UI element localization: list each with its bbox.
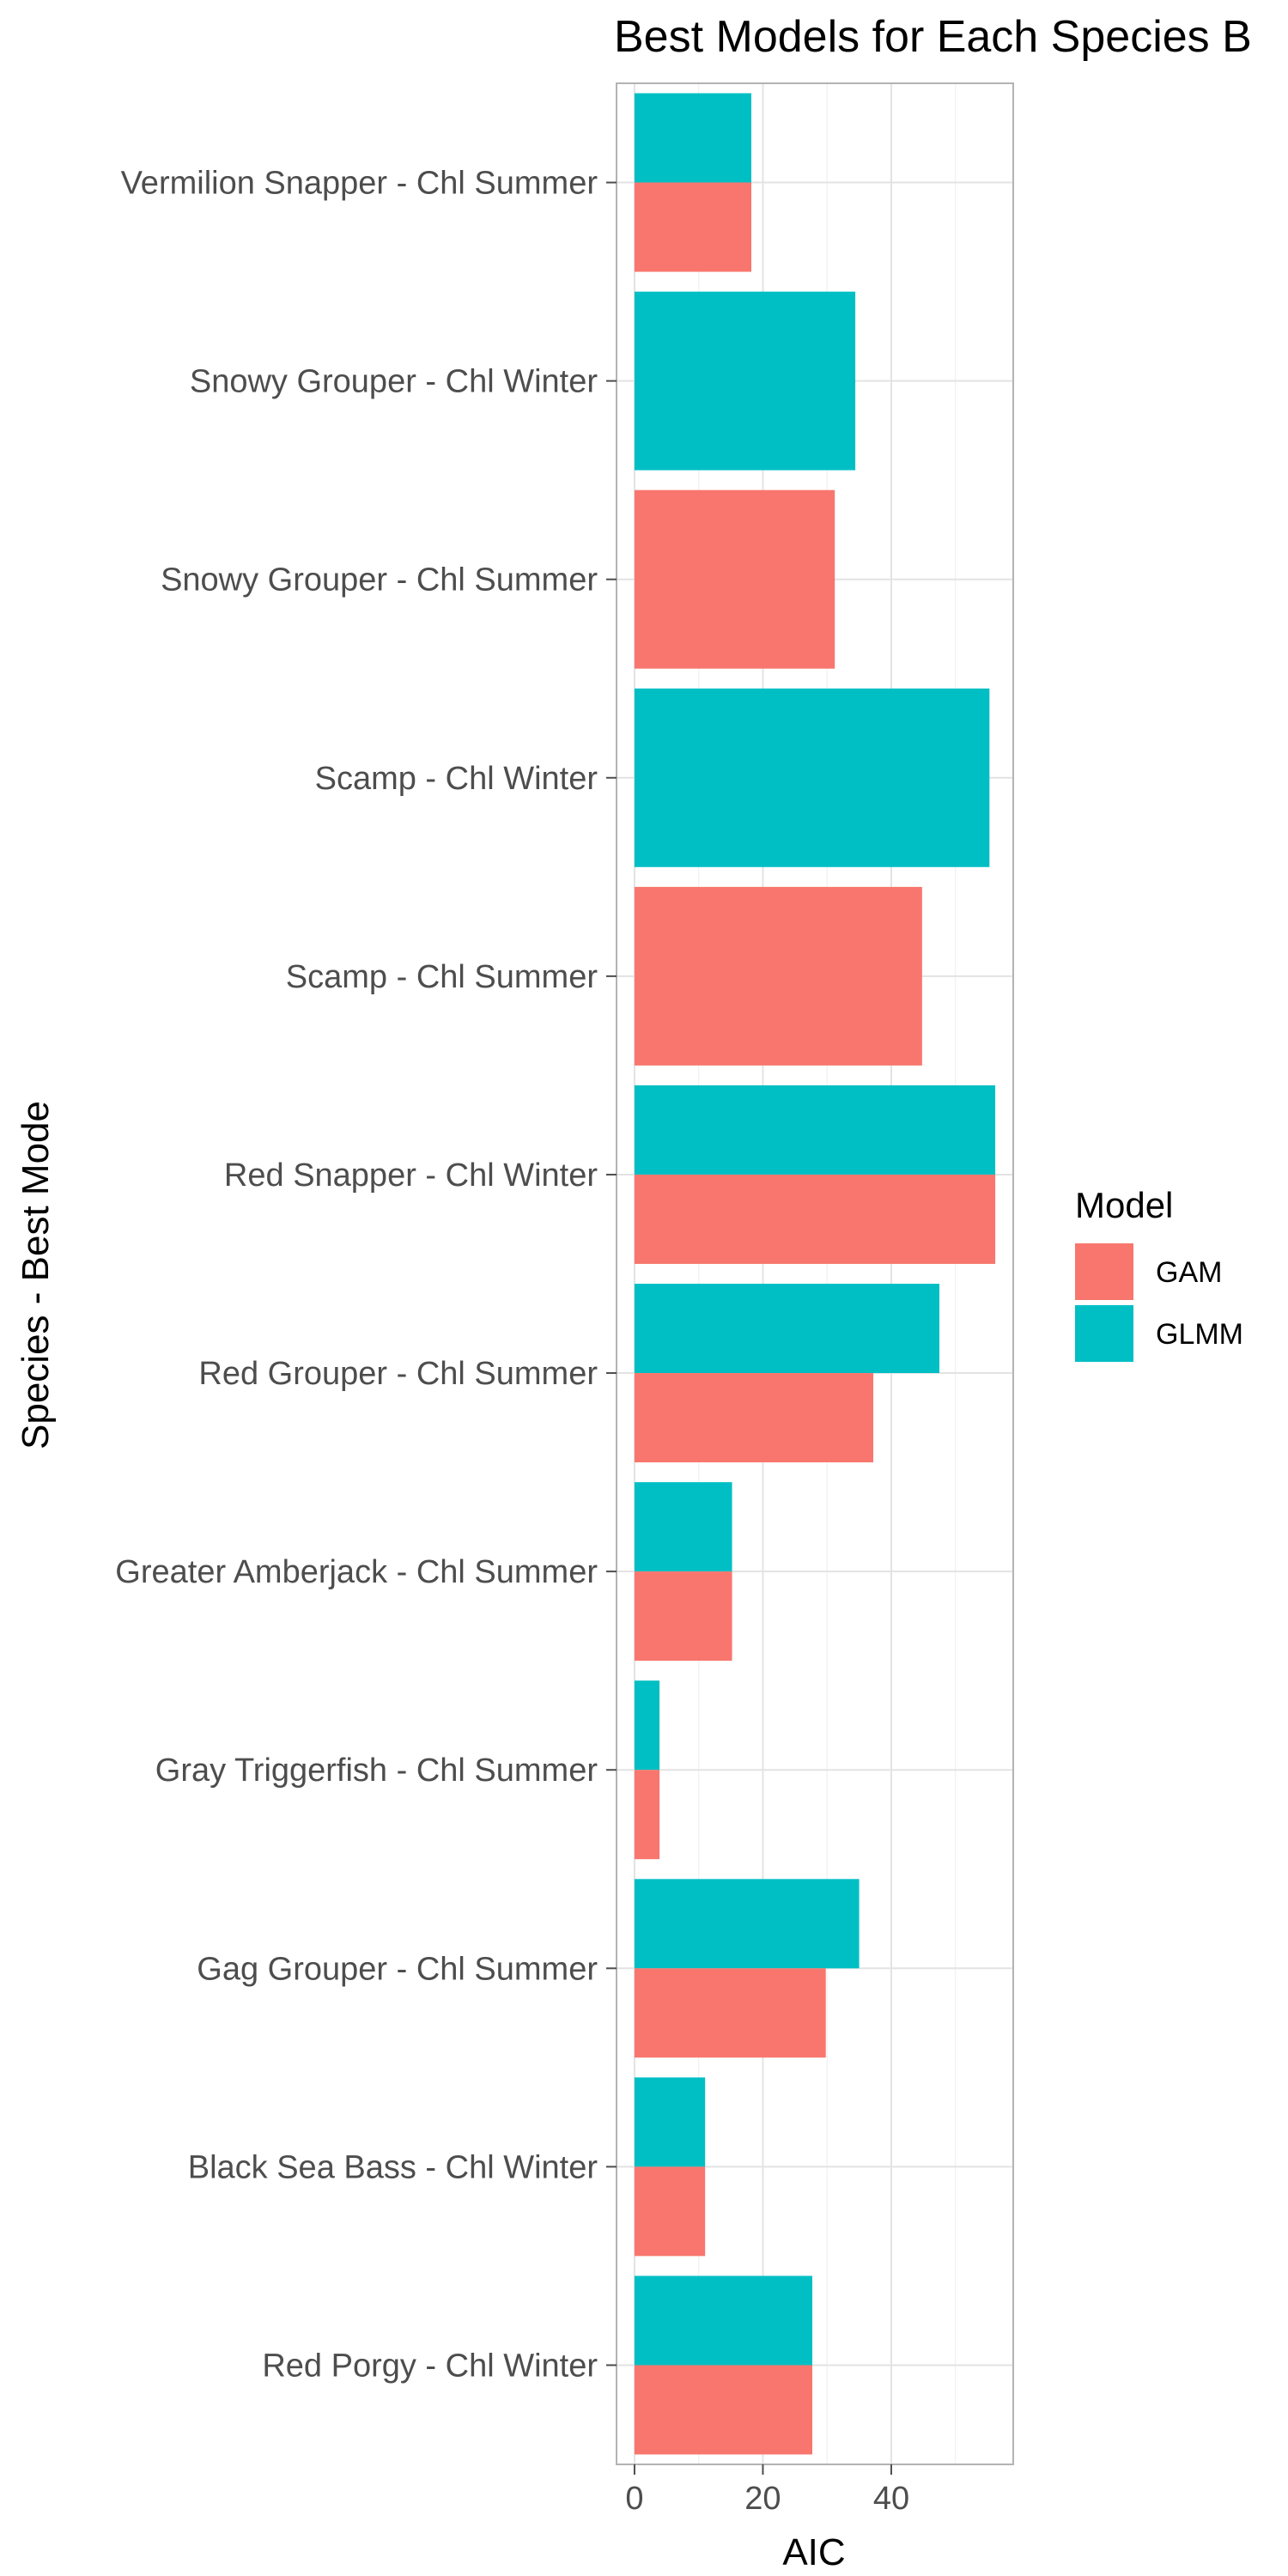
x-tick-label: 20 (744, 2481, 781, 2517)
bar-glmm-8 (634, 1680, 660, 1771)
y-tick-label: Snowy Grouper - Chl Winter (190, 364, 598, 400)
bar-glmm-0 (634, 93, 751, 183)
y-tick-label: Red Snapper - Chl Winter (224, 1157, 598, 1194)
y-tick-label: Red Porgy - Chl Winter (262, 2348, 598, 2384)
bar-gam-9 (634, 1968, 826, 2058)
y-tick-label: Vermilion Snapper - Chl Summer (121, 166, 598, 202)
y-tick-label: Red Grouper - Chl Summer (198, 1356, 598, 1392)
x-tick-label: 0 (625, 2481, 643, 2517)
y-axis-title: Species - Best Mode (15, 1101, 57, 1449)
bar-glmm-3 (634, 688, 990, 867)
bar-gam-11 (634, 2365, 813, 2455)
legend-label-glmm: GLMM (1156, 1318, 1243, 1351)
bar-glmm-5 (634, 1084, 996, 1175)
y-tick-label: Gag Grouper - Chl Summer (197, 1951, 598, 1987)
bar-glmm-10 (634, 2077, 706, 2167)
y-tick-label: Black Sea Bass - Chl Winter (188, 2149, 598, 2185)
y-tick-label: Scamp - Chl Summer (286, 959, 598, 995)
bar-gam-6 (634, 1373, 874, 1463)
plot-panel (616, 82, 1014, 2465)
legend: Model GAM GLMM (1075, 1185, 1243, 1362)
panel-background (617, 83, 1013, 2464)
bar-gam-8 (634, 1770, 660, 1860)
bar-glmm-11 (634, 2275, 813, 2366)
y-tick-label: Greater Amberjack - Chl Summer (115, 1554, 598, 1590)
bar-gam-10 (634, 2166, 706, 2257)
legend-key-glmm (1075, 1305, 1133, 1362)
legend-label-gam: GAM (1156, 1256, 1222, 1289)
x-axis-title: AIC (782, 2531, 845, 2573)
x-tick-label: 40 (873, 2481, 909, 2517)
panel-border (616, 82, 1014, 2465)
bar-gam-5 (634, 1174, 996, 1264)
legend-key-gam (1075, 1243, 1133, 1300)
chart-title: Best Models for Each Species B (614, 12, 1252, 62)
bar-gam-4 (634, 886, 922, 1066)
bar-glmm-6 (634, 1284, 940, 1374)
bar-glmm-1 (634, 291, 856, 471)
bar-glmm-7 (634, 1482, 732, 1572)
y-tick-label: Gray Triggerfish - Chl Summer (155, 1753, 598, 1789)
bar-gam-2 (634, 489, 835, 669)
bar-gam-7 (634, 1571, 732, 1662)
bar-glmm-9 (634, 1879, 860, 1969)
y-tick-label: Snowy Grouper - Chl Summer (161, 562, 598, 598)
legend-title: Model (1075, 1185, 1173, 1225)
bar-gam-0 (634, 182, 751, 272)
y-tick-label: Scamp - Chl Winter (315, 761, 598, 797)
